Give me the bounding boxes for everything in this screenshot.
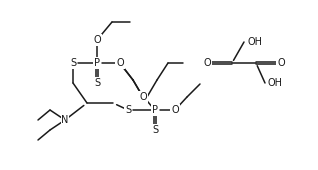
Text: P: P xyxy=(152,105,158,115)
Text: S: S xyxy=(94,78,100,88)
Text: O: O xyxy=(277,58,285,68)
Text: S: S xyxy=(70,58,76,68)
Text: S: S xyxy=(152,125,158,135)
Text: O: O xyxy=(171,105,179,115)
Text: O: O xyxy=(139,92,147,102)
Text: O: O xyxy=(116,58,124,68)
Text: O: O xyxy=(93,35,101,45)
Text: O: O xyxy=(203,58,211,68)
Text: OH: OH xyxy=(247,37,262,47)
Text: P: P xyxy=(94,58,100,68)
Text: S: S xyxy=(125,105,131,115)
Text: OH: OH xyxy=(268,78,283,88)
Text: N: N xyxy=(61,115,69,125)
